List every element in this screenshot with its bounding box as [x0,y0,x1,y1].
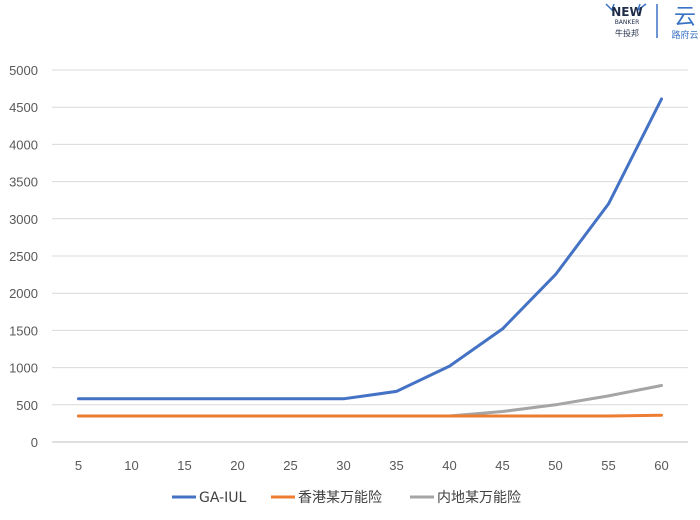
legend-label: 香港某万能险 [298,490,382,506]
x-tick-label: 10 [124,458,138,473]
logo-banker-text: BANKER [615,19,640,26]
legend-label: GA-IUL [199,490,247,506]
logo-new-text: NEW [611,5,642,19]
x-axis-ticks: 5 10 15 20 25 30 35 40 45 50 55 60 [75,458,669,473]
x-tick-label: 15 [177,458,191,473]
series-line-1 [77,413,663,418]
x-tick-label: 5 [75,458,82,473]
series-lines [77,97,663,418]
x-tick-label: 55 [601,458,615,473]
series-line-0 [77,97,663,401]
cloud-logo-text: 路府云 [671,29,698,41]
y-tick-label: 2500 [9,249,38,264]
y-tick-label: 1500 [9,323,38,338]
x-tick-label: 30 [336,458,350,473]
y-tick-label: 2000 [9,286,38,301]
x-tick-label: 45 [495,458,509,473]
legend: GA-IUL 香港某万能险 内地某万能险 [172,490,521,506]
series-line-2 [77,384,663,418]
y-tick-label: 5000 [9,63,38,78]
y-tick-label: 0 [31,435,38,450]
y-tick-label: 1000 [9,361,38,376]
newbanker-logo: NEW BANKER 牛投邦 [605,3,647,38]
x-tick-label: 20 [230,458,244,473]
y-tick-label: 500 [16,398,38,413]
cloud-logo-symbol: 云 [674,5,696,30]
y-tick-label: 3500 [9,175,38,190]
gridlines [52,69,688,443]
legend-label: 内地某万能险 [437,490,521,506]
x-tick-label: 35 [389,458,403,473]
x-tick-label: 25 [283,458,297,473]
logo-cn-text: 牛投邦 [615,28,639,38]
x-tick-label: 40 [442,458,456,473]
x-tick-label: 50 [548,458,562,473]
logo-horn-left [605,3,615,12]
logo-horn-right [636,3,647,13]
y-tick-label: 4000 [9,137,38,152]
y-tick-label: 3000 [9,212,38,227]
y-axis-ticks: 0 500 1000 1500 2000 2500 3000 3500 4000 4500 5000 [9,63,38,450]
x-tick-label: 60 [654,458,668,473]
cloud-logo: 云 路府云 [671,5,698,41]
y-tick-label: 4500 [9,100,38,115]
